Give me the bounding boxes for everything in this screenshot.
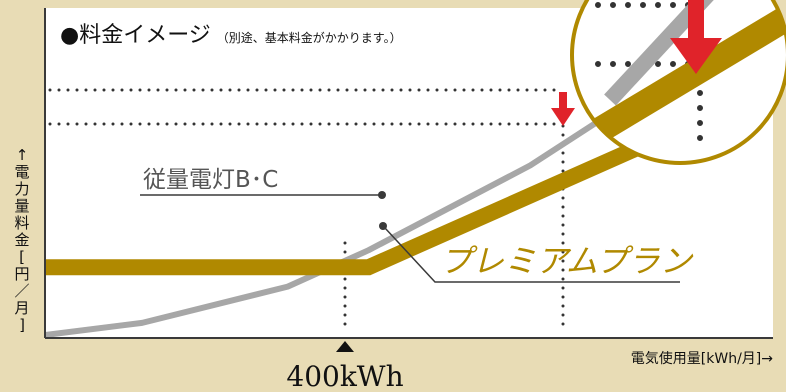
y-axis-label-char: ↑	[16, 146, 29, 164]
title-note: （別途、基本料金がかかります。）	[217, 30, 402, 45]
y-axis-label: ↑電力量料金[円／月]	[14, 146, 29, 334]
series-label-standard: 従量電灯B･C	[143, 167, 278, 193]
y-axis-label-char: 金	[14, 231, 29, 249]
y-axis-label-char: 電	[14, 163, 29, 181]
y-axis-label-char: 円	[14, 265, 29, 283]
x-axis-label: 電気使用量[kWh/月]→	[631, 350, 773, 367]
chart-title: ●料金イメージ （別途、基本料金がかかります。）	[60, 23, 402, 48]
zoom-lens	[570, 0, 786, 165]
y-axis-label-char: 量	[14, 197, 29, 215]
zoom-series-premium	[593, 0, 786, 142]
y-axis-label-char: 力	[14, 180, 29, 198]
zoom-lens-ring	[570, 0, 786, 165]
leader-standard-dot	[378, 191, 386, 199]
axes	[44, 8, 773, 339]
series-label-premium: プレミアムプラン	[440, 242, 694, 280]
zoom-series-standard	[604, 0, 746, 106]
y-axis-label-char: [	[19, 248, 25, 266]
y-axis-label-char: ／	[14, 282, 29, 300]
leader-premium-dot	[379, 222, 387, 230]
threshold-marker-icon	[336, 341, 354, 352]
zoom-saving-arrow	[670, 0, 722, 74]
y-axis-label-char: 料	[14, 214, 29, 232]
guide-lines	[48, 88, 565, 332]
label-leaders	[140, 191, 680, 283]
saving-arrow	[551, 92, 575, 126]
title-main: 料金イメージ	[79, 23, 211, 48]
y-axis-label-char: 月	[14, 299, 29, 317]
title-bullet: ●	[60, 23, 79, 48]
y-axis-label-char: ]	[19, 316, 25, 334]
threshold-label: 400kWh	[286, 360, 403, 392]
leader-premium	[384, 227, 680, 283]
